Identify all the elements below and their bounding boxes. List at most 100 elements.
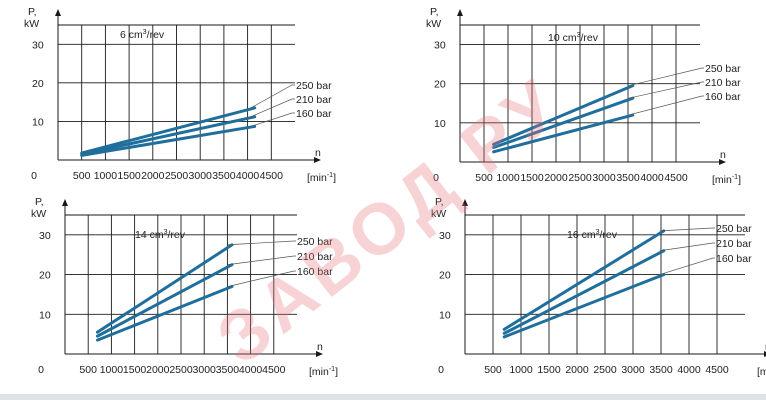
y-tick-label: 10 — [32, 116, 44, 128]
x-axis-label: n — [720, 149, 726, 161]
y-axis-unit: kW — [431, 208, 446, 220]
chart-title-sup: 3 — [143, 29, 147, 36]
x-axis-unit-sup: -1 — [329, 366, 335, 373]
chart-title-base: 6 cm — [120, 29, 143, 41]
legend-label: 160 bar — [705, 91, 741, 103]
x-tick-label: 3500 — [649, 364, 673, 376]
x-axis-unit: [min-1] — [712, 174, 741, 186]
x-axis-label: n — [317, 341, 323, 353]
x-tick-label: 4000 — [236, 170, 260, 182]
x-axis-unit: [min-1] — [309, 366, 338, 378]
x-tick-label: 2500 — [568, 172, 592, 184]
x-tick-label: 500 — [79, 364, 97, 376]
x-tick-label: 4000 — [677, 364, 701, 376]
y-axis-label: P, — [430, 6, 439, 18]
legend-leader-line — [659, 257, 715, 275]
x-axis-unit-base: [min — [712, 174, 732, 186]
y-axis-unit: kW — [426, 18, 441, 30]
chart-panel-2: 10 20 30 0 500 1000 1500 2000 2500 3000 3500 4000 45… — [426, 6, 741, 186]
chart-panel-4: 10 20 30 0 500 1000 1500 2000 2500 3000 3500 4000 45… — [431, 196, 766, 378]
y-tick-label: 30 — [434, 40, 446, 52]
legend-leader-line — [228, 240, 296, 246]
y-tick-label: 30 — [39, 230, 51, 242]
series-line-210-bar — [80, 115, 257, 156]
x-axis-unit-sup: -1 — [732, 174, 738, 181]
legend-leader-line — [250, 84, 295, 109]
chart-title-unit: /rev — [581, 32, 599, 44]
y-tick-label: 10 — [39, 309, 51, 321]
legend-label: 250 bar — [296, 80, 332, 92]
x-axis-arrow — [719, 159, 726, 165]
x-tick-label: 0 — [31, 170, 37, 182]
x-tick-label: 1000 — [496, 172, 520, 184]
x-tick-label: 3500 — [216, 364, 240, 376]
x-tick-label: 4500 — [705, 364, 729, 376]
x-tick-label: 2000 — [544, 172, 568, 184]
y-axis-unit: kW — [31, 208, 46, 220]
chart-title-sup: 3 — [577, 32, 581, 39]
x-axis-unit: [min-1] — [307, 172, 336, 184]
x-tick-label: 0 — [38, 364, 44, 376]
y-tick-label: 10 — [439, 309, 451, 321]
series-line-210-bar — [95, 263, 234, 338]
x-axis-unit-close: ] — [335, 366, 338, 378]
series-line-250-bar — [502, 229, 666, 331]
x-axis-unit-close: ] — [333, 172, 336, 184]
x-tick-label: 1000 — [509, 364, 533, 376]
legend-leader-line — [659, 227, 715, 232]
y-tick-label: 20 — [434, 79, 446, 91]
y-axis-arrow — [462, 199, 468, 206]
legend-label: 210 bar — [296, 94, 332, 106]
legend-leader-line — [628, 67, 704, 87]
x-axis-arrow — [316, 351, 323, 357]
legend-label: 210 bar — [297, 251, 333, 263]
chart-title-base: 16 cm — [567, 229, 596, 241]
x-axis-unit-base: [min — [307, 172, 327, 184]
x-tick-label: 1500 — [537, 364, 561, 376]
legend-label: 160 bar — [716, 253, 752, 265]
x-tick-label: 3000 — [592, 172, 616, 184]
legend-label: 250 bar — [705, 63, 741, 75]
x-tick-label: 0 — [433, 172, 439, 184]
series-line-210-bar — [502, 249, 666, 335]
x-tick-label: 4500 — [260, 170, 284, 182]
legend-label: 210 bar — [716, 238, 752, 250]
x-axis-unit-sup: -1 — [327, 172, 333, 179]
chart-title: 6 cm3/rev — [120, 29, 165, 41]
x-axis-label: n — [315, 147, 321, 159]
x-tick-label: 1000 — [100, 364, 124, 376]
y-axis-arrow — [55, 9, 61, 16]
series-line-160-bar — [502, 273, 666, 339]
x-tick-label: 1500 — [520, 172, 544, 184]
chart-title: 10 cm3/rev — [548, 32, 599, 44]
x-axis-arrow — [314, 157, 321, 163]
x-tick-label: 500 — [73, 170, 91, 182]
y-axis-arrow — [62, 199, 68, 206]
chart-title: 16 cm3/rev — [567, 229, 618, 241]
x-tick-label: 0 — [438, 364, 444, 376]
y-axis-label: P, — [28, 6, 37, 18]
x-tick-label: 500 — [475, 172, 493, 184]
series-line-250-bar — [492, 84, 635, 146]
y-axis-arrow — [457, 9, 463, 16]
legend-label: 160 bar — [296, 108, 332, 120]
x-tick-label: 2500 — [593, 364, 617, 376]
legend-leader-line — [250, 112, 295, 127]
chart-title-base: 10 cm — [548, 32, 577, 44]
x-axis-unit-base: [min — [757, 366, 766, 378]
series-line-250-bar — [95, 243, 234, 334]
y-tick-label: 30 — [439, 230, 451, 242]
x-tick-label: 2000 — [565, 364, 589, 376]
y-axis-label: P, — [35, 196, 44, 208]
x-tick-label: 1500 — [123, 364, 147, 376]
series-line-160-bar — [95, 284, 234, 342]
legend-label: 250 bar — [716, 223, 752, 235]
x-tick-label: 500 — [484, 364, 502, 376]
chart-title-unit: /rev — [147, 29, 165, 41]
legend-leader-line — [628, 81, 704, 99]
x-tick-label: 3500 — [212, 170, 236, 182]
legend-leader-line — [227, 270, 296, 287]
y-tick-label: 20 — [439, 270, 451, 282]
legend-label: 210 bar — [705, 77, 741, 89]
